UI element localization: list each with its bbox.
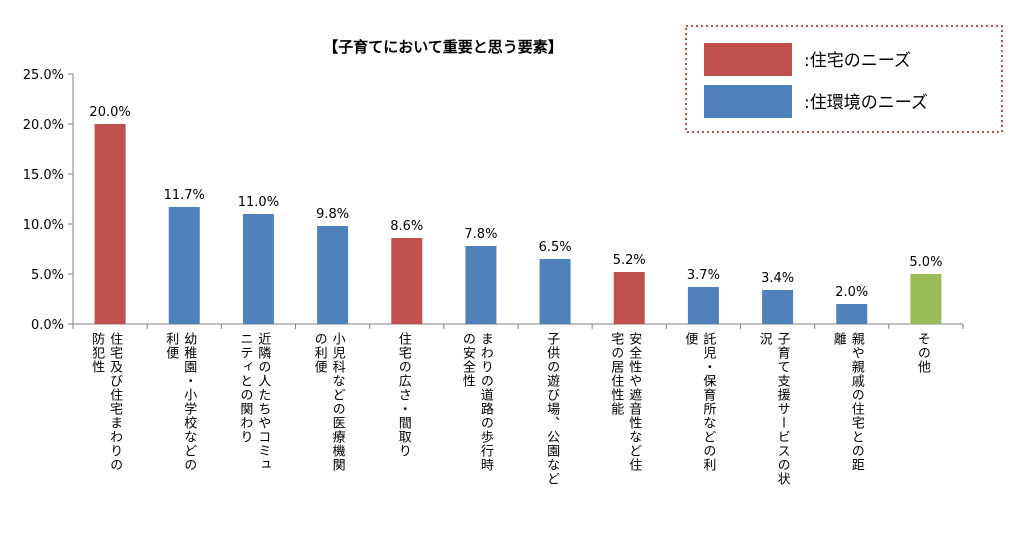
category-label-text: 託児・保育所などの利便 — [682, 332, 716, 472]
data-label: 8.6% — [390, 219, 423, 234]
category-label-text: 子育て支援サービスの状況 — [756, 332, 790, 486]
category-label-text: 安全性や遮音性など住 宅の居住性能 — [608, 332, 642, 472]
legend-swatch-environment — [704, 85, 792, 118]
chart-title: 【子育てにおいて重要と思う要素】 — [323, 38, 563, 56]
bar — [465, 246, 497, 324]
data-label: 6.5% — [539, 240, 572, 255]
bar — [762, 290, 794, 324]
category-label: 子供の遊び場、公園など — [544, 332, 560, 486]
y-tick-label: 25.0% — [23, 68, 64, 83]
bar — [94, 124, 126, 324]
category-label-text: 子供の遊び場、公園など — [544, 332, 560, 486]
legend-label-environment: :住環境のニーズ — [804, 93, 928, 113]
y-tick-label: 10.0% — [23, 218, 64, 233]
bar — [391, 238, 423, 324]
bar — [910, 274, 942, 324]
bar — [317, 226, 349, 324]
bars — [94, 124, 942, 324]
y-tick-label: 5.0% — [31, 268, 64, 283]
bar — [242, 214, 274, 324]
data-label: 11.0% — [238, 195, 279, 210]
data-label: 9.8% — [316, 207, 349, 222]
data-label: 11.7% — [164, 188, 205, 203]
data-labels: 20.0% 11.7% 11.0% 9.8% 8.6% 7.8% 6.5% 5.2% 3.7% 3… — [89, 105, 942, 300]
category-label: その他 — [914, 332, 930, 374]
y-tick-label: 0.0% — [31, 318, 64, 333]
category-label-text: その他 — [914, 332, 930, 374]
data-label: 5.2% — [613, 253, 646, 268]
category-label-text: 小児科などの医療機関 の利便 — [311, 332, 345, 472]
data-label: 3.7% — [687, 268, 720, 283]
category-label-text: 親や親戚の住宅との距離 — [830, 332, 864, 472]
category-label-text: 幼稚園・小学校などの 利便 — [163, 332, 197, 472]
bar — [168, 207, 200, 324]
data-label: 5.0% — [909, 255, 942, 270]
legend-label-housing: :住宅のニーズ — [804, 51, 911, 71]
data-label: 20.0% — [89, 105, 130, 120]
legend-swatch-housing — [704, 43, 792, 76]
category-label-text: 近隣の人たちやコミュ ニティとの関わり — [237, 332, 271, 472]
bar — [687, 287, 719, 324]
category-label: 住宅の広さ・間取り — [395, 332, 411, 458]
legend: :住宅のニーズ :住環境のニーズ — [685, 25, 1003, 133]
bar — [613, 272, 645, 324]
category-label-text: 住宅の広さ・間取り — [395, 332, 411, 458]
category-label-text: 住宅及び住宅まわりの 防犯性 — [89, 332, 123, 472]
category-label-text: まわりの道路の歩行時 の安全性 — [459, 332, 493, 472]
y-tick-label: 20.0% — [23, 118, 64, 133]
bar — [539, 259, 571, 324]
data-label: 7.8% — [464, 227, 497, 242]
axes: 0.0% 5.0% 10.0% 15.0% 20.0% 25.0% — [23, 68, 964, 333]
y-tick-label: 15.0% — [23, 168, 64, 183]
data-label: 3.4% — [761, 271, 794, 286]
data-label: 2.0% — [835, 285, 868, 300]
bar — [836, 304, 868, 324]
